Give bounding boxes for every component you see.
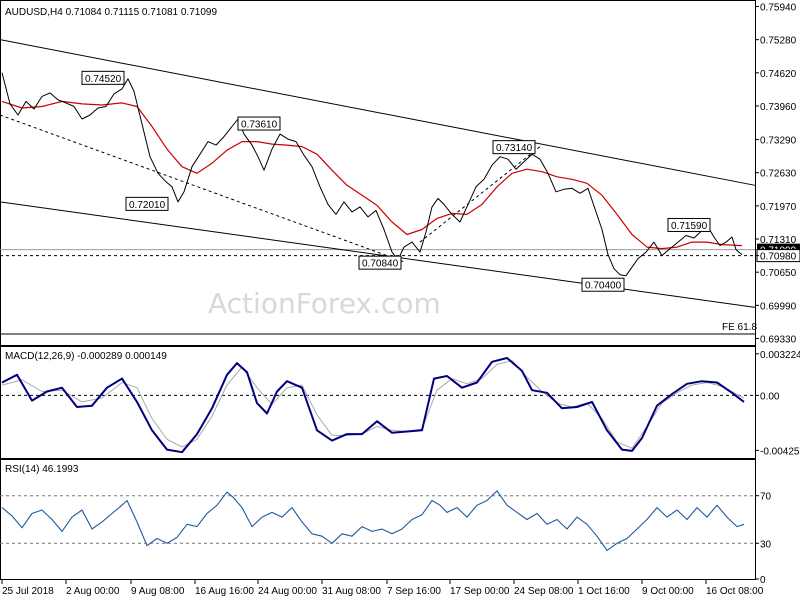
level-label: 0.73610 bbox=[241, 120, 278, 131]
level-label: 0.74520 bbox=[85, 74, 122, 85]
level-label-box bbox=[237, 116, 281, 131]
x-tick-label: 31 Aug 08:00 bbox=[322, 586, 381, 597]
rsi-tick-label: 30 bbox=[760, 539, 772, 550]
level-label: 0.71590 bbox=[671, 221, 708, 232]
macd-signal-line bbox=[1, 360, 745, 449]
level-label-box bbox=[125, 196, 169, 211]
level-label-box bbox=[667, 217, 711, 232]
y-tick-label: 0.75940 bbox=[760, 3, 797, 14]
macd-title: MACD(12,26,9) -0.000289 0.000149 bbox=[5, 351, 167, 362]
x-tick-label: 1 Oct 16:00 bbox=[578, 586, 630, 597]
rsi-tick-label: 0 bbox=[760, 575, 766, 586]
dashed-trendline bbox=[0, 114, 406, 263]
rsi-line bbox=[1, 490, 745, 551]
macd-tick-label: 0.003224 bbox=[760, 350, 800, 361]
y-tick-label: 0.73290 bbox=[760, 136, 797, 147]
x-tick-label: 7 Sep 16:00 bbox=[387, 586, 441, 597]
x-tick-label: 16 Oct 08:00 bbox=[706, 586, 764, 597]
level-label: 0.72010 bbox=[129, 200, 166, 211]
moving-average-line bbox=[1, 100, 743, 250]
price-line bbox=[1, 72, 743, 277]
watermark: ActionForex.com bbox=[208, 287, 441, 320]
level-label-box bbox=[492, 140, 536, 155]
x-tick-label: 16 Aug 16:00 bbox=[195, 586, 254, 597]
x-tick-label: 9 Oct 00:00 bbox=[642, 586, 694, 597]
x-tick-label: 17 Sep 00:00 bbox=[450, 586, 510, 597]
y-tick-label: 0.73960 bbox=[760, 102, 797, 113]
y-tick-label: 0.69330 bbox=[760, 334, 797, 345]
y-tick-label: 0.74620 bbox=[760, 69, 797, 80]
level-label: 0.73140 bbox=[496, 143, 533, 154]
rsi-layer bbox=[0, 490, 755, 551]
macd-panel-frame bbox=[0, 346, 756, 459]
y-tick-label: 0.72630 bbox=[760, 169, 797, 180]
level-label-box bbox=[358, 255, 402, 270]
y-tick-label: 0.70650 bbox=[760, 268, 797, 279]
macd-tick-label: 0.00 bbox=[760, 391, 780, 402]
axis-layer: 0.75940 0.75280 0.74620 0.73960 0.73290 0.726… bbox=[1, 3, 800, 597]
channel-trendline bbox=[0, 39, 756, 186]
macd-layer bbox=[0, 357, 755, 454]
y-tick-label: 0.71310 bbox=[760, 235, 797, 246]
x-tick-label: 24 Sep 08:00 bbox=[514, 586, 574, 597]
macd-tick-label: -0.004259 bbox=[760, 446, 800, 457]
x-tick-label: 24 Aug 00:00 bbox=[258, 586, 317, 597]
rsi-title: RSI(14) 46.1993 bbox=[5, 464, 79, 475]
rsi-panel-frame bbox=[0, 459, 756, 580]
symbol-header: AUDUSD,H4 0.71084 0.71115 0.71081 0.7109… bbox=[5, 7, 217, 18]
y-tick-label: 0.75280 bbox=[760, 36, 797, 47]
level-label-box bbox=[581, 277, 625, 292]
level-label: 0.70400 bbox=[585, 281, 622, 292]
rsi-tick-label: 70 bbox=[760, 492, 772, 503]
y-tick-label: 0.69990 bbox=[760, 301, 797, 312]
x-tick-label: 2 Aug 00:00 bbox=[66, 586, 120, 597]
channel-trendline bbox=[0, 201, 756, 308]
dashed-trendline bbox=[419, 146, 541, 243]
level-label-box bbox=[81, 70, 125, 85]
x-tick-label: 25 Jul 2018 bbox=[2, 586, 54, 597]
x-tick-label: 9 Aug 08:00 bbox=[131, 586, 185, 597]
level-label: 0.70840 bbox=[362, 259, 399, 270]
price-layer: 0.74520 0.73610 0.72010 0.73140 0.70840 0.704… bbox=[0, 39, 756, 335]
y-tick-label: 0.71970 bbox=[760, 202, 797, 213]
macd-line bbox=[1, 357, 745, 454]
y-tick-label: 0.70980 bbox=[760, 252, 797, 263]
fe-label: FE 61.8 bbox=[722, 322, 757, 333]
